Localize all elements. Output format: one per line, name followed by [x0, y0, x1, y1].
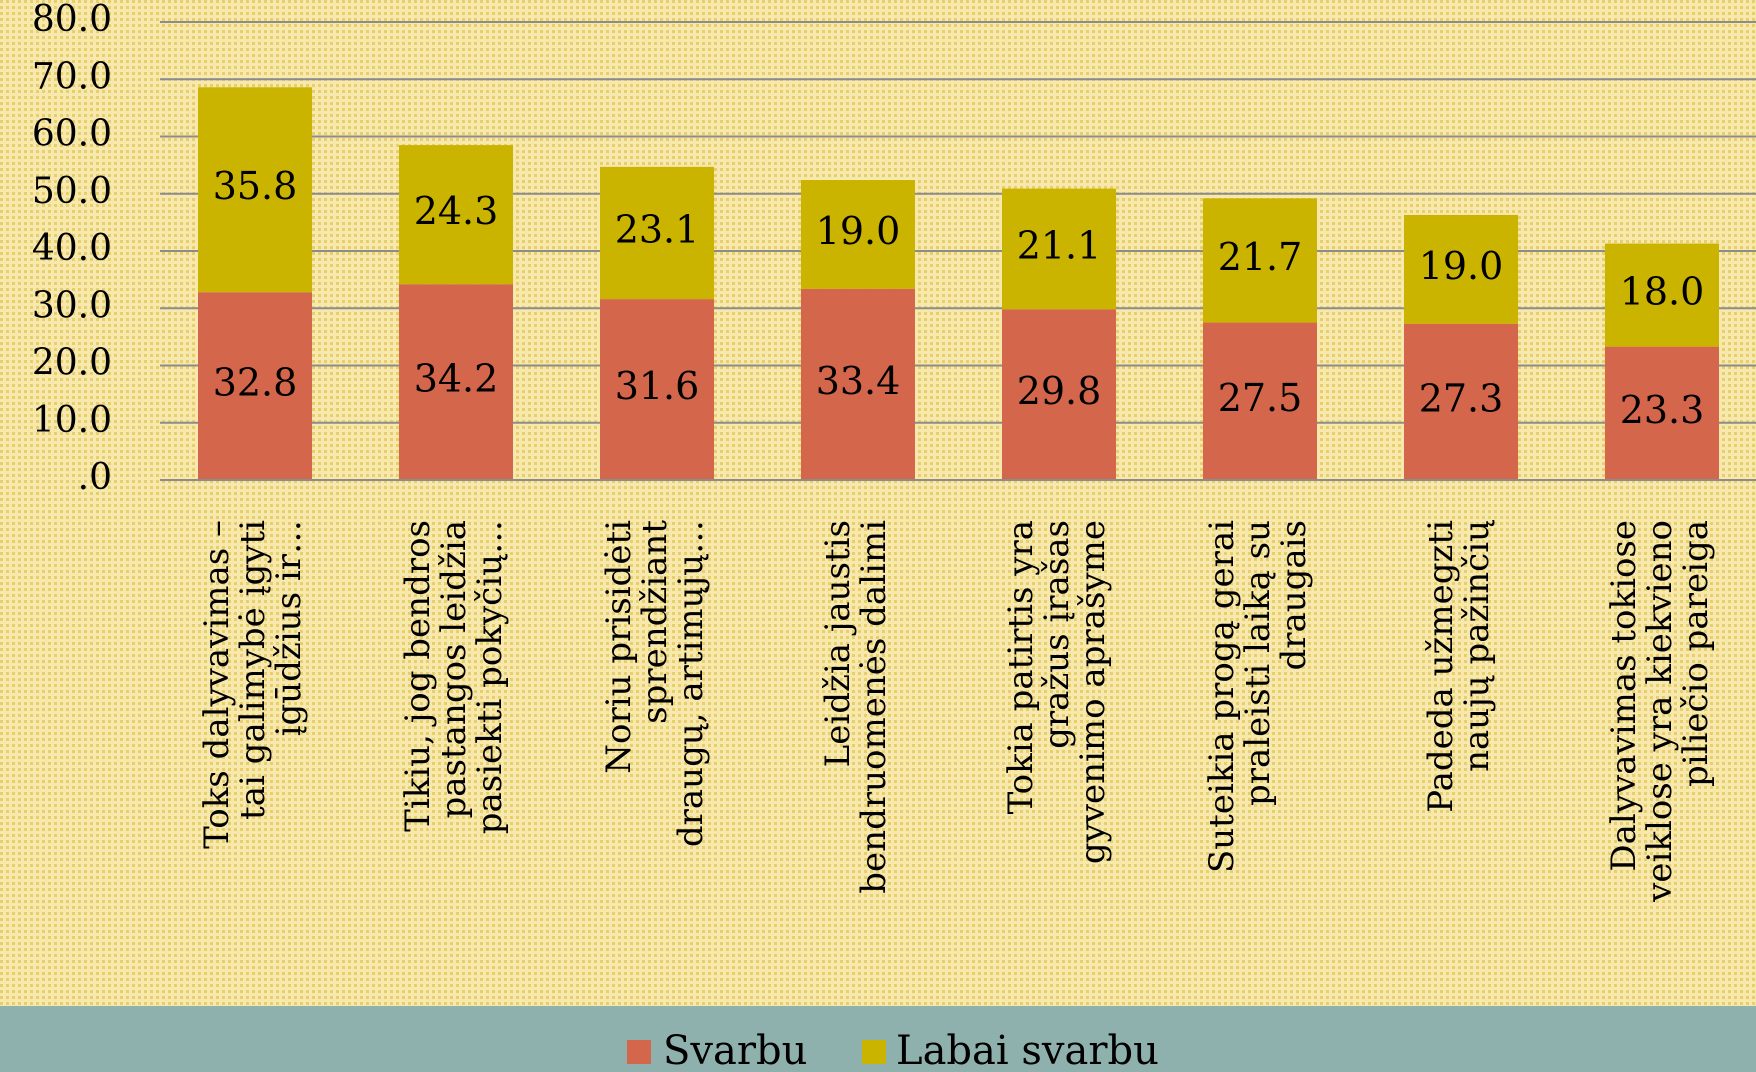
legend-label: Svarbu [663, 1028, 807, 1072]
value-label: 23.3 [1620, 388, 1705, 432]
bar-segment [1404, 214, 1518, 324]
value-label: 21.1 [1017, 223, 1102, 267]
value-label: 24.3 [414, 189, 499, 233]
x-tick-label: Tokia patirtis yragražus įrašasgyvenimo … [1001, 520, 1113, 864]
legend-label: Labai svarbu [896, 1028, 1159, 1072]
x-tick-label: Leidžia jaustisbendruomenės dalimi [818, 520, 894, 894]
value-label: 32.8 [213, 361, 298, 405]
bar-segment [198, 87, 312, 293]
legend-swatch [862, 1040, 886, 1064]
value-label: 31.6 [615, 364, 700, 408]
value-label: 27.5 [1218, 376, 1303, 420]
x-tick-label: Padeda užmegztinaujų pažinčių [1421, 520, 1497, 813]
y-tick-label: 40.0 [32, 228, 112, 269]
bar-segment [399, 145, 513, 285]
x-tick-label: Noriu prisidėtisprendžiantdraugų, artimų… [599, 520, 711, 847]
value-label: 34.2 [414, 357, 499, 401]
value-label: 27.3 [1419, 376, 1504, 420]
bar-segment [1002, 188, 1116, 310]
bar-segment [801, 288, 915, 480]
value-label: 18.0 [1620, 270, 1705, 314]
bar-segment [600, 299, 714, 480]
bar-segment [1203, 322, 1317, 480]
bar-segment [1404, 323, 1518, 480]
bar-segment [801, 180, 915, 289]
x-tick-label: Suteikia progą geraipraleisti laiką sudr… [1202, 520, 1314, 873]
value-label: 29.8 [1017, 369, 1102, 413]
bar-segment [1605, 346, 1719, 480]
y-tick-label: 80.0 [32, 0, 112, 40]
y-tick-label: 30.0 [32, 285, 112, 326]
bar-segment [600, 166, 714, 300]
bar-segment [1002, 309, 1116, 480]
value-label: 33.4 [816, 359, 901, 403]
value-label: 23.1 [615, 207, 700, 251]
x-tick-label: Toks dalyvavimas –tai galimybė įgytiįgūd… [197, 520, 309, 849]
bar-segment [399, 284, 513, 480]
bar-segment [198, 292, 312, 480]
x-tick-label: Tikiu, jog bendrospastangos leidžiapasie… [398, 520, 510, 834]
y-tick-label: 50.0 [32, 171, 112, 212]
value-label: 19.0 [816, 209, 901, 253]
legend: Svarbu Labai svarbu [627, 1028, 1159, 1072]
y-tick-label: 70.0 [32, 56, 112, 97]
y-tick-label: 60.0 [32, 114, 112, 155]
y-tick-label: 10.0 [32, 400, 112, 441]
y-tick-label: 20.0 [32, 343, 112, 384]
value-label: 21.7 [1218, 235, 1303, 279]
x-tick-label: Dalyvavimas tokioseveiklose yra kiekvien… [1604, 520, 1716, 903]
value-label: 19.0 [1419, 244, 1504, 288]
bar-segment [1203, 198, 1317, 323]
value-label: 35.8 [213, 164, 298, 208]
y-tick-label: .0 [78, 457, 112, 498]
legend-swatch [627, 1040, 651, 1064]
bar-segment [1605, 243, 1719, 347]
